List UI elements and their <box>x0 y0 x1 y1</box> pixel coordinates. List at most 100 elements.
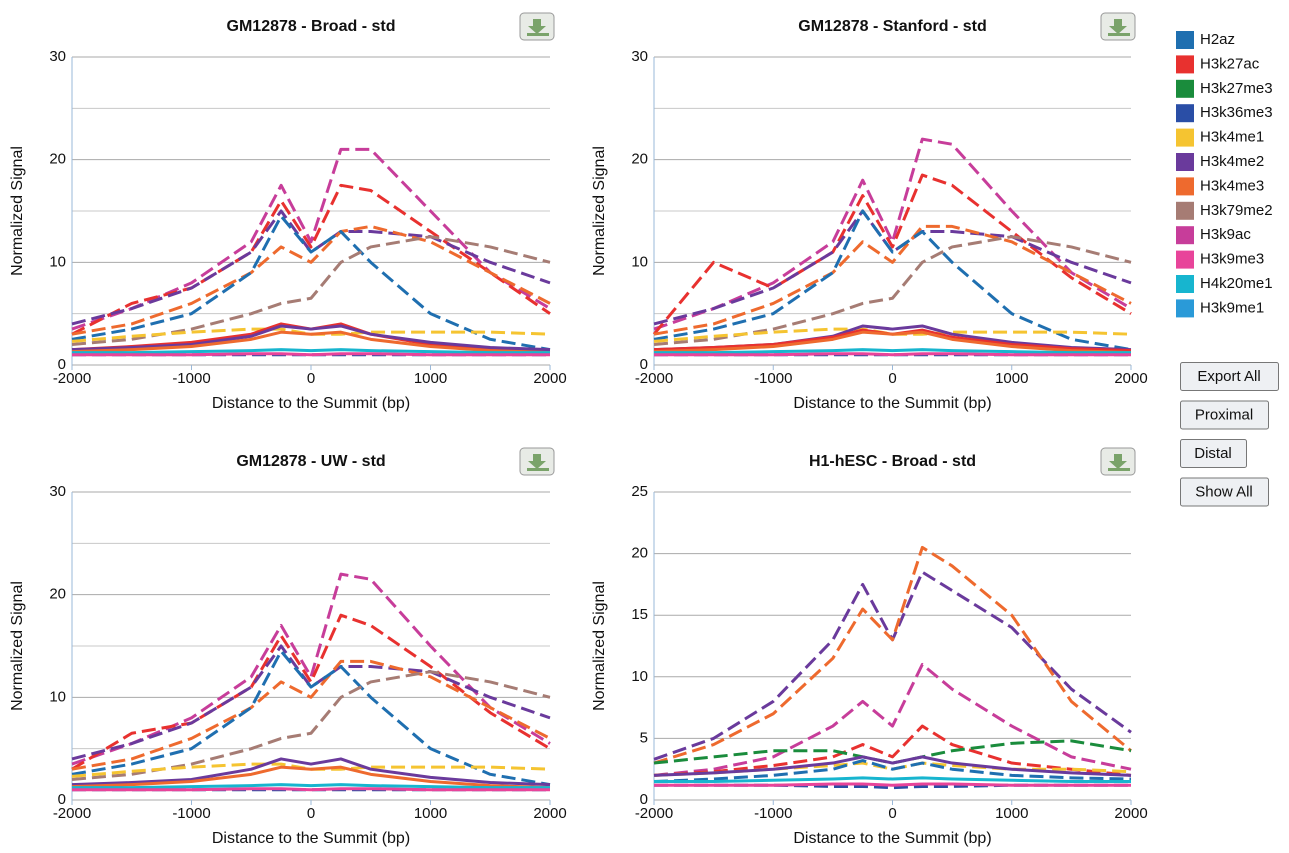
legend-label[interactable]: H3k79me2 <box>1200 202 1273 219</box>
legend-entry[interactable]: H3k9me3 <box>1176 251 1264 269</box>
series-line <box>71 147 551 331</box>
button-label[interactable]: Export All <box>1197 368 1260 385</box>
y-axis-label: Normalized Signal <box>9 581 26 711</box>
legend-swatch[interactable] <box>1176 226 1194 245</box>
legend-entry[interactable]: H2az <box>1176 31 1235 49</box>
series-line <box>653 224 1132 336</box>
x-tick-label: 0 <box>307 805 315 822</box>
legend-label[interactable]: H3k9ac <box>1200 226 1251 243</box>
x-tick-label: -1000 <box>172 805 210 822</box>
legend-label[interactable]: H3k4me3 <box>1200 177 1264 194</box>
button-label[interactable]: Show All <box>1195 483 1253 500</box>
y-tick-label: 10 <box>49 688 66 705</box>
legend-label[interactable]: H3k27me3 <box>1200 80 1273 97</box>
download-icon[interactable] <box>527 454 549 471</box>
download-icon[interactable] <box>1108 454 1130 471</box>
y-tick-label: 10 <box>631 668 648 685</box>
y-tick-label: 30 <box>49 483 66 500</box>
y-tick-label: 20 <box>49 586 66 603</box>
download-button[interactable] <box>519 12 555 41</box>
series-line <box>71 670 551 781</box>
legend-swatch[interactable] <box>1176 55 1194 74</box>
legend-swatch[interactable] <box>1176 104 1194 123</box>
series-line <box>654 776 1131 784</box>
legend-label[interactable]: H3k4me2 <box>1200 153 1264 170</box>
series-line <box>654 782 1131 787</box>
series-line <box>71 235 551 346</box>
download-icon[interactable] <box>527 19 549 36</box>
button[interactable]: Proximal <box>1180 400 1269 430</box>
legend-entry[interactable]: H3k4me2 <box>1176 153 1264 171</box>
x-tick-label: 2000 <box>1114 370 1147 387</box>
legend-label[interactable]: H3k4me1 <box>1200 129 1264 146</box>
legend-swatch[interactable] <box>1176 299 1194 318</box>
legend-entry[interactable]: H3k79me2 <box>1176 202 1273 220</box>
series-line <box>71 324 551 352</box>
button-label[interactable]: Proximal <box>1195 406 1253 423</box>
legend-entry[interactable]: H3k9ac <box>1176 226 1251 245</box>
legend-swatch[interactable] <box>1176 275 1194 293</box>
series-line <box>653 570 1132 761</box>
legend-swatch[interactable] <box>1176 201 1194 220</box>
legend-label[interactable]: H3k9me3 <box>1200 251 1264 268</box>
series-line <box>72 348 550 355</box>
series-line <box>653 662 1132 777</box>
button[interactable]: Show All <box>1180 477 1269 507</box>
legend-entry[interactable]: H3k36me3 <box>1176 104 1273 123</box>
series-line <box>72 352 550 357</box>
button[interactable]: Distal <box>1180 439 1247 468</box>
x-tick-label: -1000 <box>754 370 792 387</box>
legend-entry[interactable]: H3k27me3 <box>1176 80 1273 98</box>
series-line <box>71 659 551 771</box>
y-tick-label: 30 <box>631 48 648 65</box>
legend-swatch[interactable] <box>1176 177 1194 196</box>
series-line <box>72 783 550 790</box>
x-axis-label: Distance to the Summit (bp) <box>212 395 410 412</box>
series-line <box>653 209 1132 326</box>
legend-swatch[interactable] <box>1176 79 1194 98</box>
legend-swatch[interactable] <box>1176 128 1194 147</box>
legend-label[interactable]: H4k20me1 <box>1200 275 1273 292</box>
legend-label[interactable]: H2az <box>1200 31 1235 48</box>
legend-entry[interactable]: H3k27ac <box>1176 55 1260 74</box>
x-tick-label: -1000 <box>172 370 210 387</box>
legend-label[interactable]: H3k9me1 <box>1200 299 1264 316</box>
button-box[interactable] <box>1180 477 1269 507</box>
series-line <box>653 330 1132 355</box>
x-tick-label: 0 <box>888 370 896 387</box>
legend-entry[interactable]: H3k9me1 <box>1176 299 1264 318</box>
button[interactable]: Export All <box>1180 362 1279 391</box>
series-line <box>654 348 1131 355</box>
legend-entry[interactable]: H3k4me1 <box>1176 129 1264 147</box>
legend-swatch[interactable] <box>1176 250 1194 269</box>
x-tick-label: 2000 <box>1114 805 1147 822</box>
chart-title: GM12878 - Broad - std <box>227 18 396 35</box>
chart-panel: GM12878 - UW - std 0 10 20 30 -2000 -1000 0 1000… <box>9 447 567 847</box>
x-tick-label: -2000 <box>635 370 673 387</box>
series-line <box>71 224 551 336</box>
legend-entry[interactable]: H4k20me1 <box>1176 275 1273 293</box>
button-box[interactable] <box>1180 439 1247 468</box>
download-button[interactable] <box>519 447 555 476</box>
series-line <box>71 644 551 761</box>
legend-entry[interactable]: H3k4me3 <box>1176 177 1264 196</box>
x-tick-label: 1000 <box>995 805 1028 822</box>
legend-swatch[interactable] <box>1176 31 1194 49</box>
y-axis-label: Normalized Signal <box>9 146 26 276</box>
button-box[interactable] <box>1180 400 1269 430</box>
button-label[interactable]: Distal <box>1194 445 1232 462</box>
series-line <box>72 787 550 792</box>
legend-label[interactable]: H3k36me3 <box>1200 104 1273 121</box>
x-tick-label: 1000 <box>995 370 1028 387</box>
legend-swatch[interactable] <box>1176 153 1194 171</box>
legend-label[interactable]: H3k27ac <box>1200 55 1260 72</box>
x-axis-label: Distance to the Summit (bp) <box>793 830 991 847</box>
download-button[interactable] <box>1100 447 1136 476</box>
x-tick-label: 1000 <box>414 805 447 822</box>
y-tick-label: 10 <box>49 253 66 270</box>
button-box[interactable] <box>1180 362 1279 391</box>
download-icon[interactable] <box>1108 19 1130 36</box>
download-button[interactable] <box>1100 12 1136 41</box>
series-line <box>71 765 551 790</box>
x-tick-label: -2000 <box>53 370 91 387</box>
